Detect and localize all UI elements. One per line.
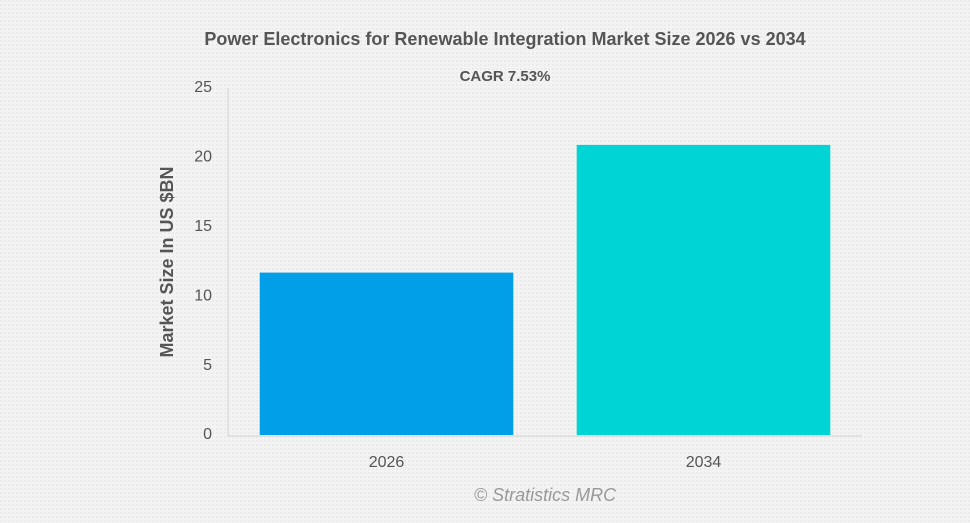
y-tick-label: 15 xyxy=(194,218,212,235)
y-tick-label: 5 xyxy=(203,357,212,374)
chart-title: Power Electronics for Renewable Integrat… xyxy=(204,29,805,49)
y-tick-label: 20 xyxy=(194,149,212,166)
y-tick-label: 25 xyxy=(194,79,212,96)
y-tick-label: 0 xyxy=(203,426,212,443)
chart-subtitle: CAGR 7.53% xyxy=(460,68,551,85)
bar xyxy=(576,144,831,435)
x-tick-label: 2026 xyxy=(369,454,405,471)
watermark: © Stratistics MRC xyxy=(474,485,617,505)
y-axis-label: Market Size In US $BN xyxy=(157,166,177,357)
bar xyxy=(259,272,514,435)
y-tick-label: 10 xyxy=(194,287,212,304)
x-tick-label: 2034 xyxy=(686,454,722,471)
